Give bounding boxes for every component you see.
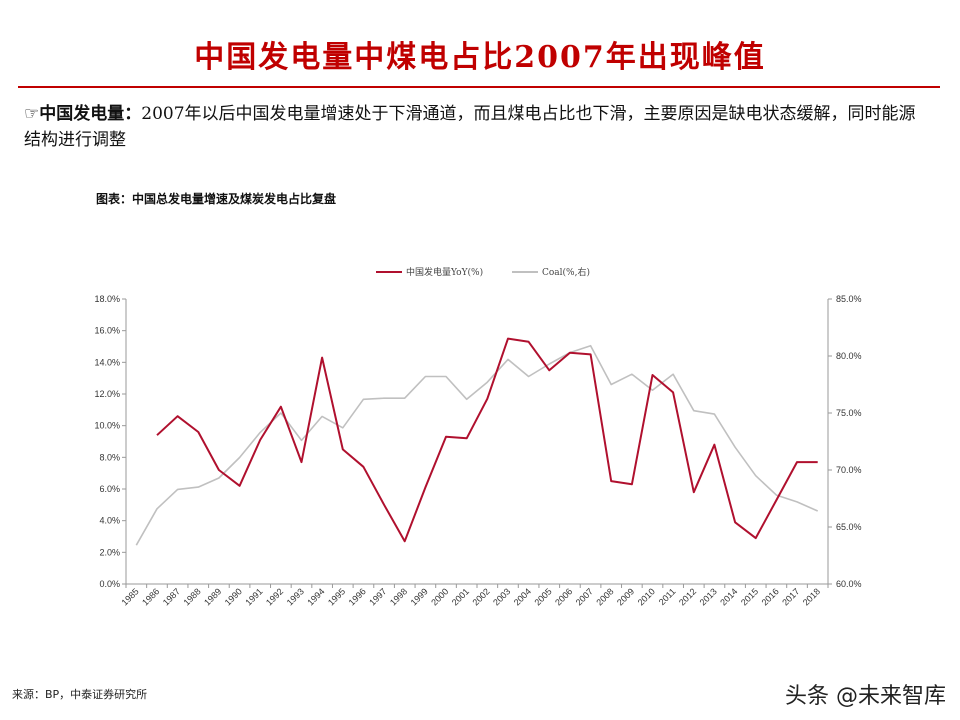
x-tick-label: 2005 xyxy=(532,586,553,607)
x-tick-label: 1989 xyxy=(202,586,223,607)
x-tick-label: 2000 xyxy=(429,586,450,607)
x-tick-label: 2003 xyxy=(491,586,512,607)
x-tick-label: 2012 xyxy=(677,586,698,607)
x-tick-label: 1996 xyxy=(347,586,368,607)
right-tick-label: 75.0% xyxy=(836,408,862,418)
chart-caption: 图表：中国总发电量增速及煤炭发电占比复盘 xyxy=(96,192,337,206)
x-tick-label: 2009 xyxy=(615,586,636,607)
x-tick-label: 2002 xyxy=(471,586,492,607)
bullet-paragraph: ☞中国发电量：2007年以后中国发电量增速处于下滑通道，而且煤电占比也下滑，主要… xyxy=(24,101,924,153)
right-tick-label: 60.0% xyxy=(836,579,862,589)
x-tick-label: 1998 xyxy=(388,586,409,607)
pointing-hand-icon: ☞ xyxy=(24,104,40,124)
x-tick-label: 2007 xyxy=(574,586,595,607)
x-tick-label: 1994 xyxy=(305,586,326,607)
left-tick-label: 18.0% xyxy=(94,294,120,304)
bullet-text: 2007年以后中国发电量增速处于下滑通道，而且煤电占比也下滑，主要原因是缺电状态… xyxy=(24,104,916,150)
series-line-generation-yoy xyxy=(156,337,818,543)
left-tick-label: 4.0% xyxy=(99,516,120,526)
x-tick-label: 2018 xyxy=(801,586,822,607)
source-note: 来源：BP，中泰证券研究所 xyxy=(12,688,148,701)
legend-label-coal-share: Coal(%,右) xyxy=(542,266,590,278)
x-tick-label: 2008 xyxy=(594,586,615,607)
x-tick-label: 2011 xyxy=(657,586,678,607)
left-tick-label: 12.0% xyxy=(94,389,120,399)
x-tick-label: 1993 xyxy=(285,586,306,607)
x-tick-label: 2014 xyxy=(718,586,739,607)
left-tick-label: 2.0% xyxy=(99,547,120,557)
legend-label-generation-yoy: 中国发电量YoY(%) xyxy=(406,266,483,278)
x-tick-label: 1997 xyxy=(367,586,388,607)
x-tick-label: 1990 xyxy=(223,586,244,607)
x-tick-label: 2016 xyxy=(760,586,781,607)
x-tick-label: 1995 xyxy=(326,586,347,607)
x-tick-label: 2004 xyxy=(512,586,533,607)
left-tick-label: 8.0% xyxy=(99,452,120,462)
left-tick-label: 10.0% xyxy=(94,421,120,431)
left-tick-label: 14.0% xyxy=(94,357,120,367)
right-tick-label: 65.0% xyxy=(836,522,862,532)
series-line-coal-share xyxy=(135,344,819,546)
x-tick-label: 1987 xyxy=(161,586,182,607)
x-tick-label: 2013 xyxy=(698,586,719,607)
x-tick-label: 1991 xyxy=(243,586,264,607)
x-tick-label: 2001 xyxy=(450,586,471,607)
x-tick-label: 2017 xyxy=(780,586,801,607)
left-tick-label: 6.0% xyxy=(99,484,120,494)
watermark: 头条 @未来智库 xyxy=(785,684,946,709)
title-divider xyxy=(18,86,940,88)
page-title: 中国发电量中煤电占比2007年出现峰值 xyxy=(194,40,766,75)
x-tick-label: 1985 xyxy=(120,586,141,607)
x-tick-label: 2015 xyxy=(739,586,760,607)
left-tick-label: 16.0% xyxy=(94,326,120,336)
x-tick-label: 1986 xyxy=(140,586,161,607)
x-tick-label: 1988 xyxy=(181,586,202,607)
left-tick-label: 0.0% xyxy=(99,579,120,589)
x-tick-label: 2006 xyxy=(553,586,574,607)
x-tick-label: 1992 xyxy=(264,586,285,607)
right-tick-label: 85.0% xyxy=(836,294,862,304)
x-tick-label: 2010 xyxy=(636,586,657,607)
right-tick-label: 70.0% xyxy=(836,465,862,475)
bullet-lead: 中国发电量： xyxy=(39,104,142,124)
right-tick-label: 80.0% xyxy=(836,351,862,361)
x-tick-label: 1999 xyxy=(409,586,430,607)
